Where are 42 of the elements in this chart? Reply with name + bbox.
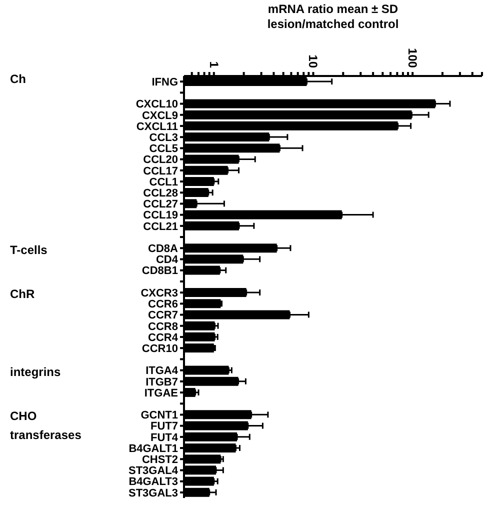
x-tick-label: 10 bbox=[306, 54, 320, 68]
y-tick-label: CCL19 bbox=[143, 210, 178, 222]
y-tick-label: CXCR3 bbox=[140, 287, 178, 300]
y-tick-label: CCR10 bbox=[142, 342, 178, 355]
y-tick-label: CD8B1 bbox=[142, 265, 178, 278]
text: T-cells bbox=[10, 242, 48, 259]
text: integrins bbox=[10, 364, 62, 381]
y-tick-label: CCL5 bbox=[149, 143, 178, 156]
y-tick-label: B4GALT3 bbox=[128, 476, 178, 488]
text: CHO transferases bbox=[10, 408, 82, 444]
y-tick-label: CD4 bbox=[156, 254, 179, 266]
y-tick-label: FUT7 bbox=[150, 420, 178, 433]
y-tick-label: B4GALT1 bbox=[128, 442, 178, 455]
text: Ch bbox=[10, 70, 27, 88]
y-tick-label: GCNT1 bbox=[140, 410, 178, 422]
y-tick-label: ITGB7 bbox=[146, 376, 178, 388]
y-tick-label: FUT4 bbox=[150, 432, 179, 444]
y-tick-label: CXCL11 bbox=[136, 120, 178, 133]
y-tick-label: IFNG bbox=[152, 76, 178, 88]
y-tick-label: ST3GAL3 bbox=[128, 487, 178, 500]
text: ChR bbox=[10, 286, 36, 303]
y-tick-label: ITGA4 bbox=[146, 365, 179, 378]
y-tick-label: CCR8 bbox=[148, 320, 178, 333]
y-tick-label: CCR7 bbox=[148, 310, 178, 322]
y-tick-label: CCR4 bbox=[148, 332, 179, 344]
y-tick-label: CCL21 bbox=[143, 220, 178, 233]
y-tick-label: CCL17 bbox=[143, 165, 178, 178]
y-tick-label: CHST2 bbox=[142, 454, 178, 466]
y-tick-label: CCL28 bbox=[143, 188, 178, 200]
y-tick-label: CXCL9 bbox=[142, 110, 178, 122]
y-tick-label: CCL20 bbox=[143, 154, 178, 166]
x-tick-label: 1 bbox=[206, 61, 221, 68]
y-tick-label: CD8A bbox=[148, 243, 178, 256]
y-tick-label: CCL1 bbox=[149, 176, 178, 188]
x-tick-label: 100 bbox=[406, 48, 420, 68]
y-tick-label: CCL27 bbox=[143, 198, 178, 211]
y-tick-label: ITGAE bbox=[144, 387, 178, 400]
y-tick-label: ST3GAL4 bbox=[128, 465, 179, 478]
x-axis-title: mRNA ratio mean ± SD lesion/matched control bbox=[266, 2, 400, 32]
y-tick-label: CCR6 bbox=[148, 298, 178, 311]
y-tick-label: CCL3 bbox=[149, 132, 178, 144]
y-tick-label: CXCL10 bbox=[136, 98, 178, 111]
